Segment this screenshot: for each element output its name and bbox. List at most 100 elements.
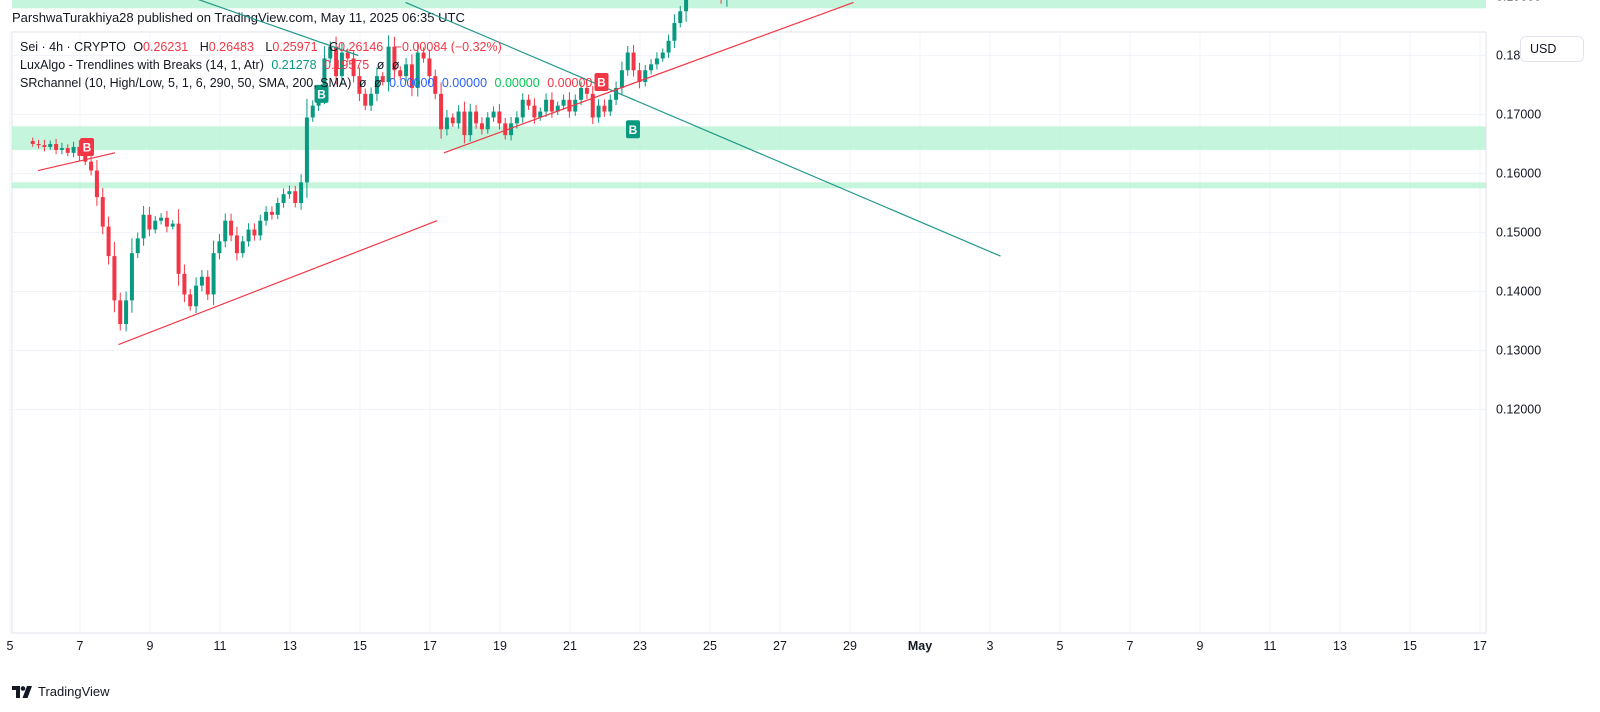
candle-body	[666, 40, 671, 53]
candle-body	[532, 105, 537, 118]
candle-body	[596, 105, 601, 118]
price-tick-label: 0.17000	[1496, 108, 1541, 122]
time-tick-label: 5	[7, 639, 14, 653]
candle-body	[415, 52, 420, 88]
break-label-box	[594, 73, 609, 92]
candle-body	[444, 117, 449, 130]
candle-body	[65, 148, 70, 153]
time-tick-label: 25	[703, 639, 717, 653]
indicator-luxalgo-value-4: ø	[391, 58, 400, 72]
candle-body	[345, 52, 350, 59]
candle-body	[304, 117, 309, 183]
time-tick-label: 21	[563, 639, 577, 653]
candle-body	[141, 214, 146, 239]
candle-body	[678, 11, 683, 24]
candle-body	[439, 93, 444, 130]
candle-body	[100, 197, 105, 227]
candle-body	[433, 76, 438, 94]
legend-high-value: 0.26483	[208, 40, 254, 54]
candle-body	[561, 99, 566, 106]
time-tick-label: 15	[1403, 639, 1417, 653]
time-tick-label: 17	[423, 639, 437, 653]
candle-body	[456, 111, 461, 124]
candle-body	[398, 70, 403, 77]
candle-body	[684, 0, 689, 12]
candle-body	[421, 52, 426, 59]
break-label-text: B	[83, 140, 92, 154]
currency-button[interactable]: USD	[1520, 36, 1584, 62]
indicator-srchannel-value-6: 0.00000	[547, 76, 593, 90]
candle-body	[211, 253, 216, 295]
break-label-box	[314, 84, 329, 103]
indicator-srchannel-value-4: 0.00000	[441, 76, 488, 90]
time-tick-label: 15	[353, 639, 367, 653]
candle-body	[526, 99, 531, 106]
legend-low-value: 0.25971	[272, 40, 318, 54]
legend-close-value: 0.26146	[338, 40, 384, 54]
price-tick-label: 0.16000	[1496, 167, 1541, 181]
legend-symbol[interactable]: Sei · 4h · CRYPTO	[20, 40, 126, 54]
candle-body	[614, 87, 619, 100]
sr-zone	[12, 0, 1486, 9]
candle-body	[474, 111, 479, 124]
time-axis[interactable]: 5 7 9 11 13 15 17 19 21 23 25 27 29 May 3 5 7 9 11 13 15 17	[7, 639, 1487, 653]
candle-body	[310, 105, 315, 118]
candle-body	[386, 46, 391, 83]
time-tick-label: 7	[1127, 639, 1134, 653]
candle-body	[567, 99, 572, 112]
time-tick-label: 13	[1333, 639, 1347, 653]
candle-body	[275, 203, 280, 215]
candle-body	[573, 99, 578, 112]
tradingview-logo[interactable]: TradingView	[12, 684, 110, 699]
break-label-text: B	[597, 76, 606, 90]
candle-body	[468, 111, 473, 136]
publisher-line: ParshwaTurakhiya28 published on TradingV…	[12, 10, 465, 25]
legend-symbol-row: Sei · 4h · CRYPTO O0.26231 H0.26483 L0.2…	[20, 40, 506, 54]
candle-body	[672, 23, 677, 41]
candle-body	[287, 191, 292, 195]
time-tick-label: 19	[493, 639, 507, 653]
legend-indicator-luxalgo[interactable]: LuxAlgo - Trendlines with Breaks (14, 1,…	[20, 58, 403, 72]
candle-body	[264, 211, 269, 221]
candle-body	[293, 191, 298, 203]
candle-body	[637, 70, 642, 83]
price-axis[interactable]: 0.280000.270000.250000.240000.230000.220…	[1496, 0, 1541, 417]
time-tick-label: 27	[773, 639, 787, 653]
time-tick-label: 9	[1197, 639, 1204, 653]
candle-body	[48, 144, 53, 147]
candle-body	[509, 123, 514, 136]
time-tick-label: 9	[147, 639, 154, 653]
time-tick-label: 3	[987, 639, 994, 653]
candle-body	[514, 117, 519, 124]
candle-body	[159, 217, 164, 221]
indicator-srchannel-value-5: 0.00000	[494, 76, 540, 90]
candle-body	[643, 70, 648, 83]
candle-body	[112, 256, 117, 301]
candle-body	[625, 52, 630, 71]
candle-body	[497, 111, 502, 124]
candle-body	[485, 117, 490, 130]
candle-body	[654, 58, 659, 65]
candle-body	[649, 64, 654, 71]
candle-body	[538, 111, 543, 118]
legend-change: −0.00084 (−0.32%)	[394, 40, 502, 54]
sr-zone	[12, 126, 1486, 150]
indicator-srchannel-value-3: 0.00000	[389, 76, 435, 90]
legend-indicator-srchannel[interactable]: SRchannel (10, High/Low, 5, 1, 6, 290, 5…	[20, 76, 596, 90]
price-tick-label: 0.15000	[1496, 226, 1541, 240]
legend-open-value: 0.26231	[143, 40, 189, 54]
candle-body	[246, 229, 251, 242]
candle-body	[124, 300, 129, 324]
candle-body	[170, 223, 175, 227]
chart-pane	[11, 31, 1487, 634]
candle-body	[83, 155, 88, 162]
candle-body	[357, 76, 362, 94]
price-tick-label: 0.19000	[1496, 0, 1541, 4]
candle-body	[229, 220, 234, 236]
candle-body	[258, 220, 263, 236]
candle-body	[392, 46, 397, 71]
candle-body	[240, 241, 245, 254]
candle-body	[660, 52, 665, 59]
